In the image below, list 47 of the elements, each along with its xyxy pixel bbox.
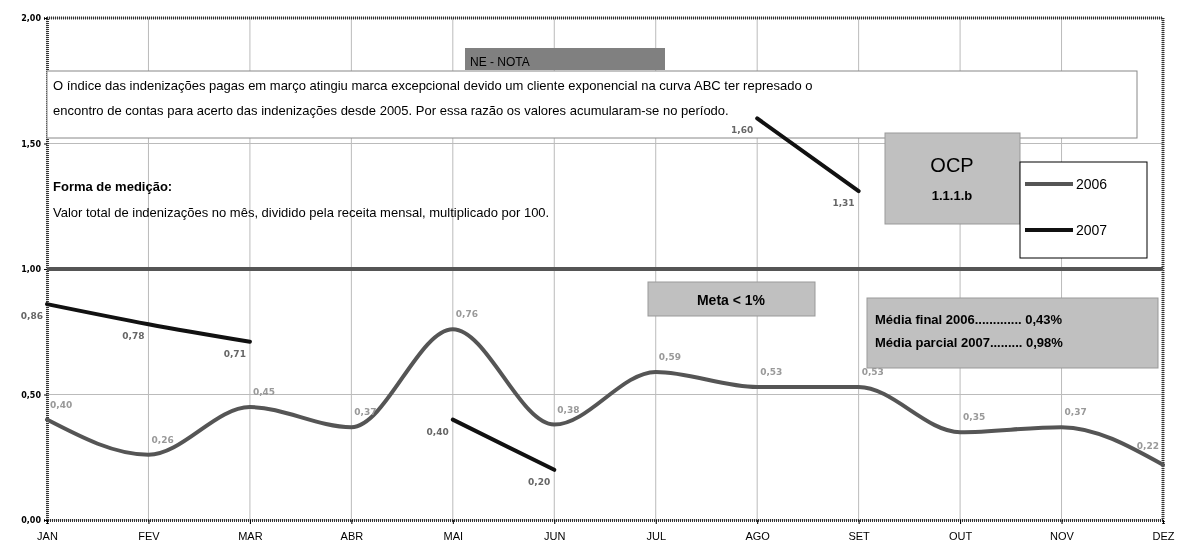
annotation: OCP [930,154,974,176]
data-label: 1,60 [730,125,754,136]
x-tick-label: NOV [1050,530,1075,543]
annotation: encontro de contas para acerto das indenizações desde 2005. Por essa razão os valores acumularam-se no período. [53,103,729,118]
annotation: Valor total de indenizações no mês, dividido pela receita mensal, multiplicado por 100. [53,205,550,220]
annotation: Forma de medição: [53,179,173,194]
x-tick-label: ABR [340,530,364,543]
y-tick-label: 0,50 [21,390,42,400]
x-tick-label: SET [848,530,871,543]
data-label: 0,38 [557,404,580,415]
x-tick-label: OUT [948,530,973,543]
y-tick-label: 1,50 [21,139,42,149]
x-tick-label: JAN [37,530,58,543]
data-label: 0,71 [223,348,246,359]
y-tick-label: 1,00 [21,265,42,275]
x-tick-label: AGO [745,530,771,543]
data-label: 0,35 [963,412,986,423]
x-tick-label: JUL [646,530,667,543]
data-label: 0,76 [455,309,479,320]
data-label: 0,26 [151,434,174,445]
annotation: 1.1.1.b [931,188,973,203]
line-series [45,327,1165,467]
data-label: 0,86 [20,311,43,322]
data-label: 0,78 [122,331,145,342]
legend-label: 2007 [1076,222,1108,238]
data-label: 1,31 [832,198,855,209]
data-label: 0,20 [528,476,551,487]
y-tick-label: 0,00 [21,516,42,526]
data-label: 0,37 [1064,407,1087,418]
x-tick-label: JUN [544,530,566,543]
data-label: 0,53 [861,366,884,377]
data-label: 0,22 [1136,440,1159,451]
annotation: Média parcial 2007......... 0,98% [875,335,1064,350]
y-tick-label: 2,00 [21,14,42,24]
data-label: 0,53 [760,366,783,377]
annotation: Média final 2006............. 0,43% [875,312,1063,327]
x-tick-label: FEV [138,530,161,543]
legend-label: 2006 [1076,176,1108,192]
annotation: NE - NOTA [470,55,530,69]
x-tick-label: MAR [238,530,263,543]
x-tick-label: MAI [443,530,464,543]
data-label: 0,40 [426,426,449,437]
annotation: O índice das indenizações pagas em março atingiu marca excepcional devido um cliente exponencial na curva ABC ter represado o [53,78,813,93]
data-label: 0,59 [658,351,681,362]
ref-line-label: Meta < 1% [696,292,766,308]
data-label: 0,40 [50,399,73,410]
x-tick-label: DEZ [1152,530,1175,543]
